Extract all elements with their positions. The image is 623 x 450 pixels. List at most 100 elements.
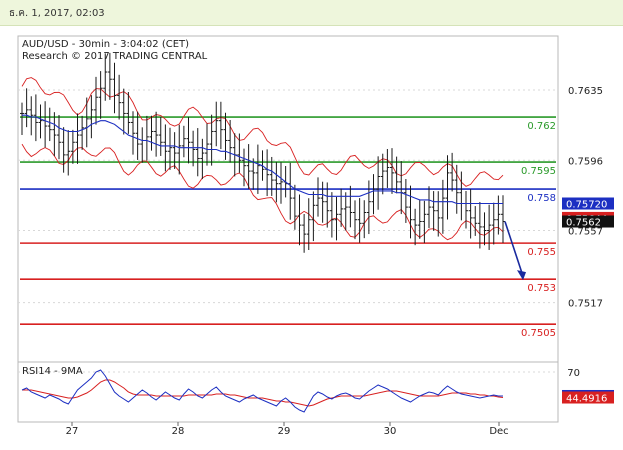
price-y-tick-label: 0.7517	[568, 299, 603, 310]
price-y-tick-label: 0.7635	[568, 86, 603, 97]
moving-average	[22, 114, 503, 205]
x-tick-label: 29	[278, 426, 291, 437]
chart-subtitle: Research © 2017 TRADING CENTRAL	[22, 51, 208, 62]
level-label: 0.753	[527, 283, 556, 294]
price-bar	[149, 115, 154, 151]
x-axis: 27 28 29 30 Dec	[66, 422, 509, 437]
price-bar	[473, 206, 478, 236]
moving-average-line	[22, 114, 503, 205]
price-bar	[135, 111, 140, 160]
price-bar	[237, 133, 242, 173]
price-bar	[269, 156, 274, 196]
price-bar	[195, 128, 200, 177]
price-bar	[228, 120, 233, 163]
price-bar	[445, 155, 450, 220]
price-bar	[186, 117, 191, 164]
price-bar	[408, 185, 413, 239]
price-bar	[94, 76, 98, 125]
price-bar	[163, 124, 168, 172]
price-bar	[325, 182, 330, 228]
price-bar	[292, 184, 297, 230]
price-bar	[103, 53, 108, 101]
price-bar	[75, 113, 80, 164]
price-bar	[191, 130, 196, 167]
price-bar	[491, 202, 496, 245]
rsi-ma-line	[22, 379, 504, 407]
price-bar	[177, 124, 182, 175]
price-bar	[343, 192, 348, 231]
forecast-arrow-head	[517, 270, 526, 281]
price-bar	[394, 156, 399, 194]
price-bar	[306, 198, 311, 251]
price-bar	[205, 123, 209, 166]
price-bar	[70, 129, 75, 164]
price-bar	[316, 177, 320, 217]
price-bar	[172, 132, 177, 169]
x-tick-label: Dec	[489, 426, 508, 437]
price-bar	[80, 115, 85, 150]
price-badge-label: 0.75720	[566, 200, 607, 211]
rsi-line	[21, 369, 503, 413]
lower-band-line	[21, 143, 504, 241]
price-bar	[251, 158, 256, 190]
price-bar	[320, 181, 325, 223]
level-labels: 0.762 0.7595 0.758 0.755 0.753 0.7505	[521, 121, 556, 339]
price-bar	[348, 185, 353, 228]
support-resistance-levels	[20, 116, 556, 325]
price-bar	[218, 101, 223, 150]
price-bar	[454, 164, 459, 214]
price-bar	[61, 127, 66, 173]
price-bar	[279, 162, 283, 204]
price-bar	[311, 191, 316, 242]
price-bar	[366, 180, 371, 235]
price-bar	[131, 111, 135, 155]
price-bar	[403, 178, 408, 223]
price-bar	[255, 144, 260, 194]
price-bar	[482, 212, 487, 246]
rsi-title: RSI14 - 9MA	[22, 366, 83, 377]
level-label: 0.758	[527, 193, 556, 204]
price-bar	[362, 200, 367, 239]
rsi-badge-background	[562, 391, 614, 404]
price-bar	[431, 191, 436, 231]
price-bar	[302, 214, 307, 253]
price-bar	[477, 201, 482, 249]
upper-band-line	[21, 77, 504, 187]
x-tick-label: 28	[172, 426, 185, 437]
price-bar	[52, 112, 57, 157]
price-bar	[339, 188, 344, 227]
x-tick-label: 30	[384, 426, 397, 437]
rsi-panel: RSI14 - 9MA	[17, 361, 559, 423]
price-bar	[436, 191, 441, 237]
level-label: 0.7595	[521, 166, 556, 177]
price-bar	[440, 179, 445, 234]
price-bar	[214, 101, 219, 147]
price-bar	[20, 102, 24, 136]
rsi-y-tick-label: 70	[567, 368, 580, 379]
top-bar: ธ.ค. 1, 2017, 02:03	[0, 0, 623, 26]
price-bar	[121, 88, 126, 135]
price-bar	[242, 148, 246, 187]
price-bar	[274, 161, 279, 203]
rsi-y-axis: 70	[567, 368, 580, 379]
price-bar	[297, 194, 302, 246]
price-bar	[380, 153, 385, 195]
forecast-arrow-shaft	[504, 221, 523, 274]
price-bar	[107, 52, 112, 100]
price-bar	[126, 91, 131, 134]
price-bar	[209, 114, 214, 166]
chart-title: AUD/USD - 30min - 3:04:02 (CET)	[22, 39, 189, 50]
price-candles	[20, 52, 505, 253]
price-bar	[427, 186, 431, 228]
price-y-tick-label: 0.7596	[568, 156, 603, 167]
level-label: 0.755	[527, 247, 556, 258]
price-bar	[487, 204, 492, 250]
price-bar	[158, 117, 163, 156]
rsi-badge: 44.4916	[562, 391, 614, 405]
rsi-badges: 46.011344.4916	[562, 389, 614, 405]
level-label: 0.762	[527, 121, 556, 132]
price-bar	[353, 200, 357, 240]
level-label: 0.7505	[521, 328, 556, 339]
